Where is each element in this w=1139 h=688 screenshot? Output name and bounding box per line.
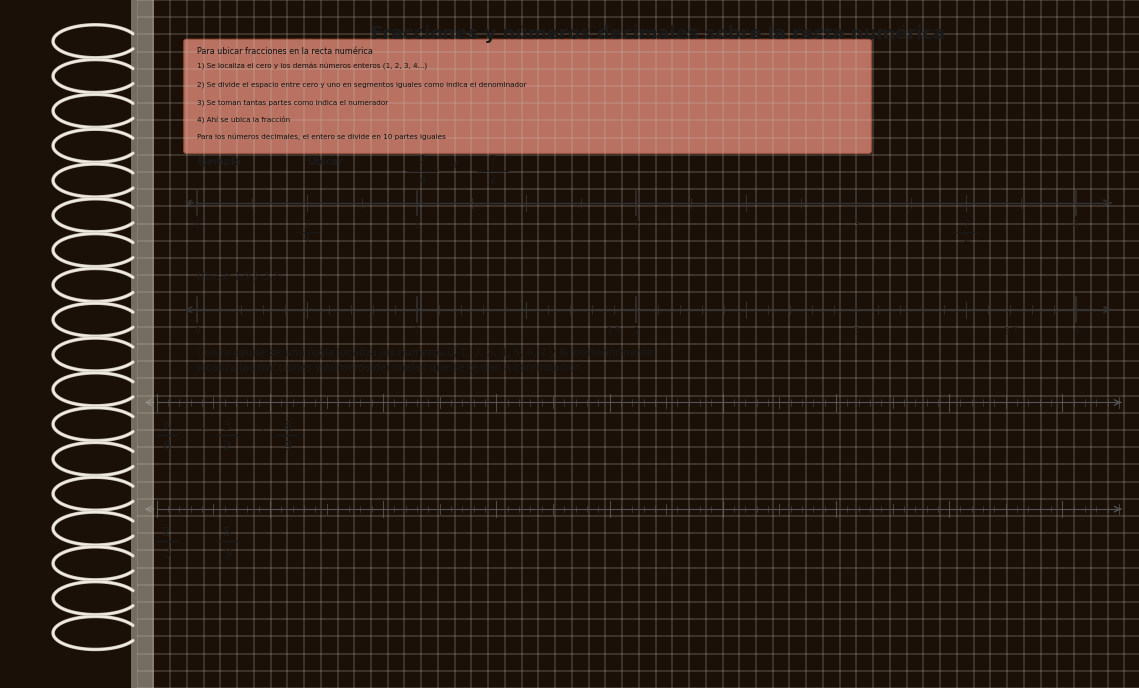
Text: 3: 3: [853, 220, 859, 230]
Text: 3: 3: [163, 547, 171, 560]
Text: 2: 2: [304, 220, 310, 230]
Text: 2: 2: [163, 526, 171, 539]
Text: 2) Se divide el espacio entre cero y uno en segmentos iguales como indica el den: 2) Se divide el espacio entre cero y uno…: [197, 81, 526, 87]
Text: 4: 4: [1073, 220, 1079, 230]
Text: 2: 2: [419, 155, 426, 165]
Text: 3) Se toman tantas partes como indica el numerador: 3) Se toman tantas partes como indica el…: [197, 99, 388, 105]
Text: 2: 2: [490, 175, 495, 186]
Text: 4) Ahí se ubica la fracción: 4) Ahí se ubica la fracción: [197, 116, 290, 123]
Text: 4: 4: [304, 234, 310, 244]
Text: Ejemplo: Ejemplo: [197, 157, 240, 167]
Text: Fracciones y números decimales sobre la recta numérica: Fracciones y números decimales sobre la …: [371, 24, 945, 43]
Text: 9: 9: [282, 440, 292, 453]
Text: 2: 2: [633, 220, 639, 230]
Text: 4: 4: [419, 175, 425, 186]
Text: Ubicar: Ubicar: [308, 157, 343, 167]
Text: 4: 4: [163, 420, 171, 433]
Text: 2: 2: [222, 440, 231, 453]
Text: Para ubicar fracciones en la recta numérica: Para ubicar fracciones en la recta numér…: [197, 47, 372, 56]
Text: ,: ,: [199, 526, 204, 539]
Text: 7: 7: [962, 220, 969, 230]
Text: Ubicar 1.9 y 3.7: Ubicar 1.9 y 3.7: [197, 272, 279, 282]
FancyBboxPatch shape: [183, 39, 871, 153]
Text: 1.9: 1.9: [607, 327, 622, 336]
Text: ,: ,: [260, 420, 264, 433]
Text: 3: 3: [222, 420, 231, 433]
Text: 2: 2: [962, 234, 969, 244]
Text: 1: 1: [413, 327, 419, 336]
Text: 4: 4: [1073, 327, 1079, 336]
Text: 8: 8: [282, 420, 292, 433]
Text: Para los números decimales, el entero se divide en 10 partes iguales: Para los números decimales, el entero se…: [197, 133, 445, 140]
Text: 9: 9: [223, 547, 231, 560]
Bar: [131, 0, 154, 688]
Text: 6: 6: [163, 440, 171, 453]
Text: 7: 7: [490, 155, 495, 165]
Text: Con la ayuda de una regla localiza los números 0, 1, 2, 3, 4, 5, 6, 7 y 8, poste: Con la ayuda de una regla localiza los n…: [197, 347, 653, 373]
Text: 0: 0: [194, 220, 199, 230]
Text: y: y: [452, 158, 458, 169]
Text: 3: 3: [853, 327, 859, 336]
Text: 2: 2: [633, 327, 639, 336]
Text: 1) Se localiza el cero y los demás números enteros (1, 2, 3, 4...): 1) Se localiza el cero y los demás númer…: [197, 63, 427, 70]
Text: 3.7: 3.7: [1002, 327, 1017, 336]
Text: 1: 1: [413, 220, 419, 230]
Text: 0: 0: [194, 327, 199, 336]
Text: 5: 5: [222, 526, 231, 539]
Text: ,: ,: [199, 420, 204, 433]
